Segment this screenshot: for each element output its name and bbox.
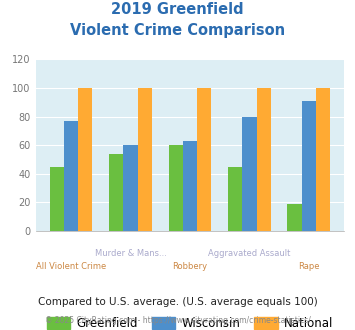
Bar <box>288 204 302 231</box>
Bar <box>302 101 316 231</box>
Bar <box>316 88 330 231</box>
Bar <box>138 88 152 231</box>
Text: Murder & Mans...: Murder & Mans... <box>94 249 166 258</box>
Text: Rape: Rape <box>298 262 320 271</box>
Bar <box>228 167 242 231</box>
Bar <box>78 88 92 231</box>
Bar <box>197 88 211 231</box>
Text: All Violent Crime: All Violent Crime <box>36 262 106 271</box>
Text: 2019 Greenfield: 2019 Greenfield <box>111 2 244 16</box>
Bar <box>257 88 271 231</box>
Text: Compared to U.S. average. (U.S. average equals 100): Compared to U.S. average. (U.S. average … <box>38 297 317 307</box>
Text: Robbery: Robbery <box>173 262 207 271</box>
Bar <box>123 145 138 231</box>
Bar <box>109 154 123 231</box>
Text: © 2025 CityRating.com - https://www.cityrating.com/crime-statistics/: © 2025 CityRating.com - https://www.city… <box>45 315 310 325</box>
Text: Aggravated Assault: Aggravated Assault <box>208 249 291 258</box>
Bar <box>64 121 78 231</box>
Bar <box>169 145 183 231</box>
Text: Violent Crime Comparison: Violent Crime Comparison <box>70 23 285 38</box>
Bar <box>183 141 197 231</box>
Bar <box>242 116 257 231</box>
Legend: Greenfield, Wisconsin, National: Greenfield, Wisconsin, National <box>42 313 338 330</box>
Bar <box>50 167 64 231</box>
